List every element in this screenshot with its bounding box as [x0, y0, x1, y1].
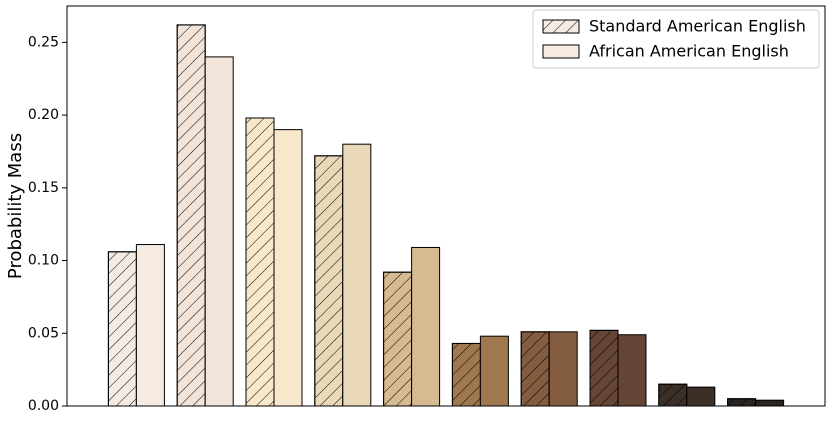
- bar: [479, 335, 509, 407]
- legend-box: [532, 9, 820, 69]
- bar-hatch: [451, 342, 481, 407]
- bar-hatch: [520, 331, 550, 407]
- bar: [548, 331, 578, 407]
- y-axis-label: Probability Mass: [5, 133, 26, 279]
- bar-hatch: [314, 155, 344, 407]
- bar-hatch: [383, 271, 413, 407]
- legend-label: Standard American English: [589, 17, 806, 36]
- bar-hatch: [658, 383, 688, 407]
- y-tick-label: 0.05: [28, 325, 59, 341]
- bar: [755, 399, 785, 407]
- bar: [342, 143, 372, 407]
- bar-hatch: [176, 24, 206, 407]
- bar: [135, 244, 165, 407]
- legend-swatch: [542, 44, 580, 59]
- bar: [617, 334, 647, 407]
- bar-hatch: [107, 251, 137, 407]
- y-tick-label: 0.10: [28, 253, 59, 269]
- bar: [204, 56, 234, 407]
- bar-hatch: [727, 398, 757, 407]
- y-tick-label: 0.15: [28, 180, 59, 196]
- bar: [686, 386, 716, 407]
- legend-swatch-hatch: [542, 19, 580, 34]
- axes-frame: [66, 5, 826, 407]
- legend-label: African American English: [589, 42, 789, 61]
- y-tick-label: 0.25: [28, 34, 59, 50]
- bar: [411, 246, 441, 407]
- y-tick-label: 0.20: [28, 107, 59, 123]
- bar: [273, 129, 303, 407]
- bar-hatch: [245, 117, 275, 407]
- bar-hatch: [589, 329, 619, 407]
- y-tick-label: 0.00: [28, 398, 59, 414]
